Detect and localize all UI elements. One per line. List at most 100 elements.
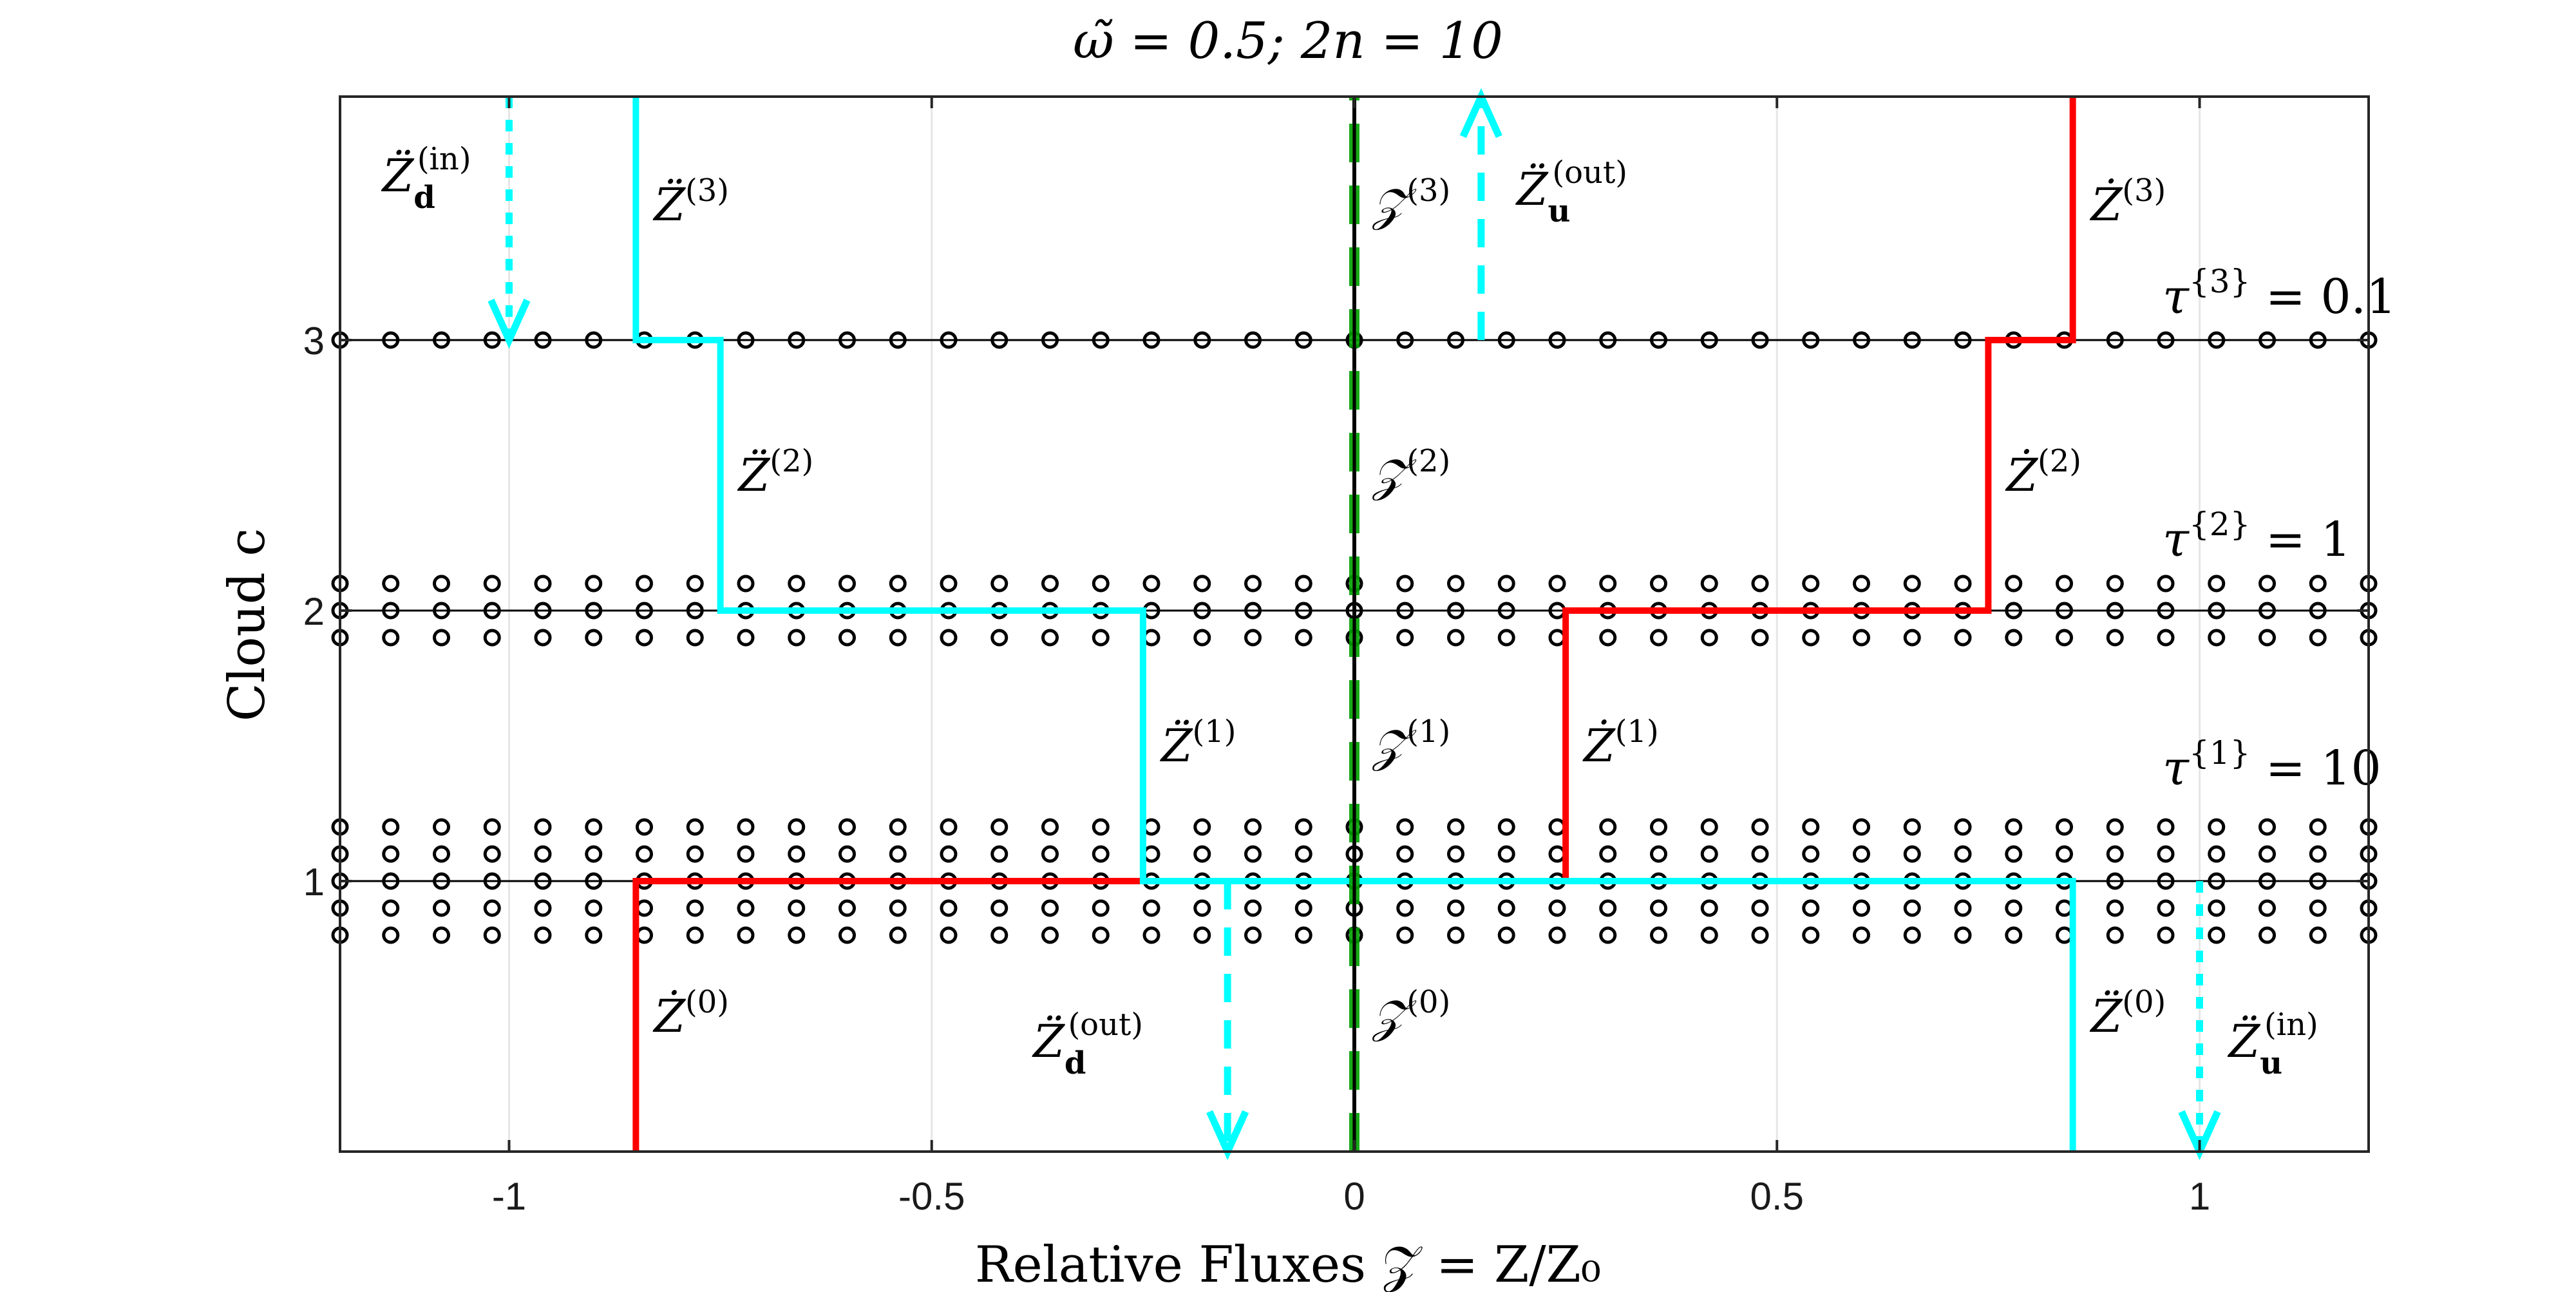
cloud-dot xyxy=(1041,818,1059,836)
cloud-dot xyxy=(1294,845,1312,863)
cloud-dot xyxy=(2208,845,2226,863)
cloud-dot xyxy=(1396,575,1414,593)
series-label: Z̈(3) xyxy=(652,173,729,231)
cloud-dot xyxy=(686,818,704,836)
cloud-dot xyxy=(2056,629,2073,647)
cloud-dot xyxy=(1751,845,1769,863)
y-tick-label: 3 xyxy=(303,319,325,363)
x-tick-label: -0.5 xyxy=(898,1175,965,1218)
cloud-dot xyxy=(636,629,653,647)
cloud-dot xyxy=(1041,926,1059,944)
cloud-dot xyxy=(1193,899,1211,917)
cloud-dot xyxy=(2309,845,2327,863)
cloud-dot xyxy=(940,575,958,593)
cloud-dot xyxy=(1853,818,1870,836)
cloud-dot xyxy=(788,575,806,593)
cloud-dot xyxy=(2005,575,2023,593)
cloud-dot xyxy=(686,575,704,593)
cloud-dot xyxy=(1802,926,1820,944)
cloud-dot xyxy=(2157,818,2175,836)
cloud-dot xyxy=(1092,818,1110,836)
cloud-dot xyxy=(1650,818,1667,836)
cloud-dot xyxy=(1802,818,1820,836)
cloud-dot xyxy=(1142,575,1160,593)
series-labels: τ{1} = 10 τ{2} = 1 τ{3} = 0.1 Ż(0) Ż(1) Ż(2) Ż… xyxy=(381,141,2397,1081)
flux-arrow xyxy=(1459,88,1502,340)
cloud-dot xyxy=(990,629,1009,647)
cloud-dot xyxy=(433,575,450,593)
cloud-dot xyxy=(1447,575,1464,593)
cloud-dot xyxy=(2056,575,2073,593)
cloud-dot xyxy=(1599,629,1617,647)
cloud-dot xyxy=(1294,818,1312,836)
cloud-dot xyxy=(1903,575,1921,593)
cloud-dot xyxy=(382,629,400,647)
cloud-dot xyxy=(1041,575,1059,593)
cloud-dot xyxy=(1954,818,1972,836)
cloud-dot xyxy=(1193,575,1211,593)
series-label: Ż(3) xyxy=(2090,173,2166,231)
flux-arrows xyxy=(488,88,2221,1161)
series-label: Z̈(0) xyxy=(2090,984,2166,1043)
arrow-label: Z̈d(in) xyxy=(381,141,471,216)
cloud-dot xyxy=(1092,899,1110,917)
cloud-dot xyxy=(838,845,856,863)
cloud-dot xyxy=(889,629,907,647)
cloud-dot xyxy=(1244,818,1262,836)
cloud-dot xyxy=(2309,899,2327,917)
cloud-dot xyxy=(382,899,400,917)
cloud-dot xyxy=(838,818,856,836)
cloud-dot xyxy=(1802,629,1820,647)
cloud-dot xyxy=(1193,629,1211,647)
cloud-dot xyxy=(1041,629,1059,647)
series-label: 𝒵(1) xyxy=(1371,714,1450,772)
y-tick-label: 2 xyxy=(303,590,325,633)
cloud-dot xyxy=(737,926,755,944)
cloud-dot xyxy=(585,845,603,863)
cloud-dot xyxy=(2208,926,2226,944)
cloud-dot xyxy=(1396,845,1414,863)
cloud-dot xyxy=(534,575,552,593)
cloud-dot xyxy=(1142,926,1160,944)
cloud-dot xyxy=(2005,926,2023,944)
cloud-dot xyxy=(2157,926,2175,944)
cloud-dot xyxy=(2309,818,2327,836)
cloud-dot xyxy=(1548,575,1566,593)
cloud-dot xyxy=(1396,629,1414,647)
cloud-dot xyxy=(2157,629,2175,647)
cloud-dot xyxy=(686,629,704,647)
cloud-dot xyxy=(1650,926,1667,944)
cloud-dot xyxy=(1903,818,1921,836)
chart-texts: ω̃ = 0.5; 2n = 10 Relative Fluxes 𝒵 = Z/… xyxy=(218,12,1601,1292)
x-tick-label: 1 xyxy=(2189,1175,2210,1218)
cloud-dot xyxy=(2157,899,2175,917)
cloud-dot xyxy=(788,845,806,863)
series-label: 𝒵(0) xyxy=(1371,984,1450,1043)
cloud-dot xyxy=(2259,899,2276,917)
chart-title: ω̃ = 0.5; 2n = 10 xyxy=(1073,12,1503,70)
cloud-dot xyxy=(1244,845,1262,863)
cloud-dot xyxy=(382,818,400,836)
cloud-dot xyxy=(1294,575,1312,593)
cloud-dot xyxy=(1954,575,1972,593)
cloud-dot xyxy=(1447,926,1464,944)
cloud-dot xyxy=(433,899,450,917)
cloud-dot xyxy=(1751,926,1769,944)
cloud-dot xyxy=(2208,575,2226,593)
cloud-dot xyxy=(483,575,501,593)
cloud-dot xyxy=(1853,629,1870,647)
cloud-dot xyxy=(1294,629,1312,647)
cloud-dot xyxy=(2157,575,2175,593)
cloud-dot xyxy=(889,575,907,593)
cloud-dot xyxy=(990,575,1009,593)
cloud-dot xyxy=(1092,629,1110,647)
series-line xyxy=(632,97,2076,1152)
arrow-head xyxy=(488,298,531,349)
cloud-dot xyxy=(1903,629,1921,647)
cloud-dot xyxy=(1193,926,1211,944)
cloud-dot xyxy=(1548,629,1566,647)
cloud-dot xyxy=(1396,899,1414,917)
cloud-dot xyxy=(737,899,755,917)
cloud-dot xyxy=(483,629,501,647)
